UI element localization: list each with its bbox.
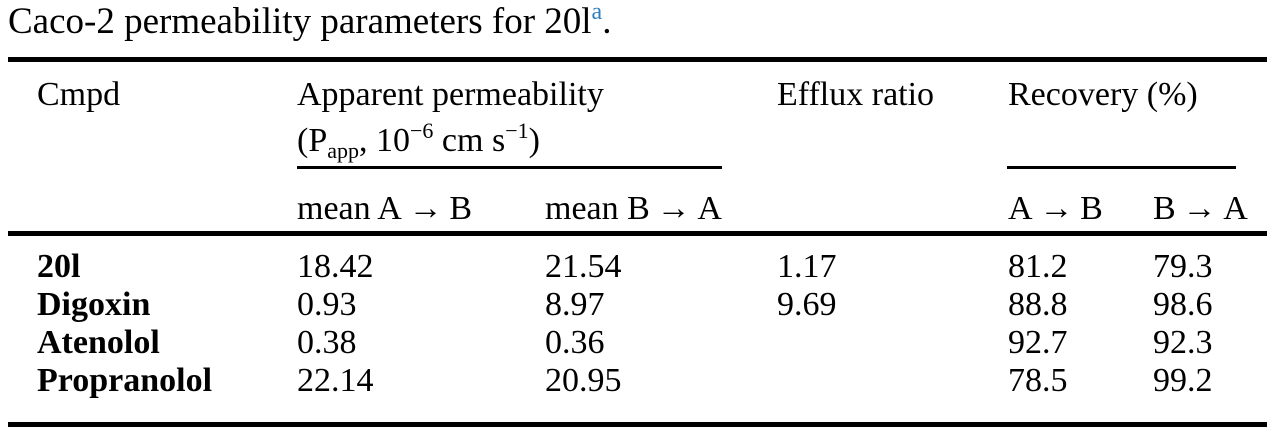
papp-close: ) bbox=[528, 122, 540, 159]
rule-header-divider bbox=[8, 231, 1267, 236]
cell-compound: Propranolol bbox=[37, 362, 213, 399]
table-caption-period: . bbox=[602, 1, 612, 42]
papp-mid2: cm s bbox=[433, 122, 506, 159]
cell-recovery-ab: 81.2 bbox=[1008, 248, 1068, 285]
column-header-cmpd: Cmpd bbox=[37, 76, 121, 113]
subheader-recovery-b-to-a: B → A bbox=[1153, 190, 1248, 227]
cell-recovery-ba: 99.2 bbox=[1153, 362, 1213, 399]
cell-mean-ab: 0.38 bbox=[297, 324, 357, 361]
cell-efflux-ratio: 9.69 bbox=[777, 286, 837, 323]
cell-recovery-ba: 98.6 bbox=[1153, 286, 1213, 323]
cell-mean-ab: 18.42 bbox=[297, 248, 374, 285]
papp-open: (P bbox=[297, 122, 328, 159]
footnote-marker-link[interactable]: a bbox=[591, 0, 603, 25]
cell-mean-ba: 21.54 bbox=[545, 248, 622, 285]
cell-mean-ba: 0.36 bbox=[545, 324, 605, 361]
column-header-papp-units: (Papp, 10−6 cm s−1) bbox=[297, 119, 540, 163]
cell-mean-ba: 20.95 bbox=[545, 362, 622, 399]
table-caption: Caco-2 permeability parameters for 20la. bbox=[8, 0, 612, 44]
cell-mean-ab: 0.93 bbox=[297, 286, 357, 323]
column-header-recovery: Recovery (%) bbox=[1008, 76, 1198, 113]
cell-efflux-ratio: 1.17 bbox=[777, 248, 837, 285]
cell-recovery-ba: 79.3 bbox=[1153, 248, 1213, 285]
cell-recovery-ab: 88.8 bbox=[1008, 286, 1068, 323]
cell-recovery-ab: 92.7 bbox=[1008, 324, 1068, 361]
cell-recovery-ba: 92.3 bbox=[1153, 324, 1213, 361]
subheader-mean-b-to-a: mean B → A bbox=[545, 190, 722, 227]
cell-compound: 20l bbox=[37, 248, 81, 285]
cell-compound: Digoxin bbox=[37, 286, 151, 323]
rule-top bbox=[8, 57, 1267, 62]
cell-mean-ab: 22.14 bbox=[297, 362, 374, 399]
underline-recovery-group bbox=[1007, 166, 1236, 169]
cell-mean-ba: 8.97 bbox=[545, 286, 605, 323]
papp-mid1: , 10 bbox=[359, 122, 410, 159]
rule-bottom bbox=[8, 422, 1267, 427]
cell-compound: Atenolol bbox=[37, 324, 160, 361]
subheader-mean-a-to-b: mean A → B bbox=[297, 190, 473, 227]
column-header-efflux-ratio: Efflux ratio bbox=[777, 76, 935, 113]
column-header-apparent-permeability: Apparent permeability bbox=[297, 76, 604, 113]
subheader-recovery-a-to-b: A → B bbox=[1008, 190, 1103, 227]
papp-exponent-1: −6 bbox=[410, 118, 434, 143]
cell-recovery-ab: 78.5 bbox=[1008, 362, 1068, 399]
underline-apparent-permeability-group bbox=[297, 166, 722, 169]
papp-subscript: app bbox=[327, 138, 359, 163]
table-caption-text: Caco-2 permeability parameters for 20l bbox=[8, 1, 592, 42]
papp-exponent-2: −1 bbox=[505, 118, 529, 143]
